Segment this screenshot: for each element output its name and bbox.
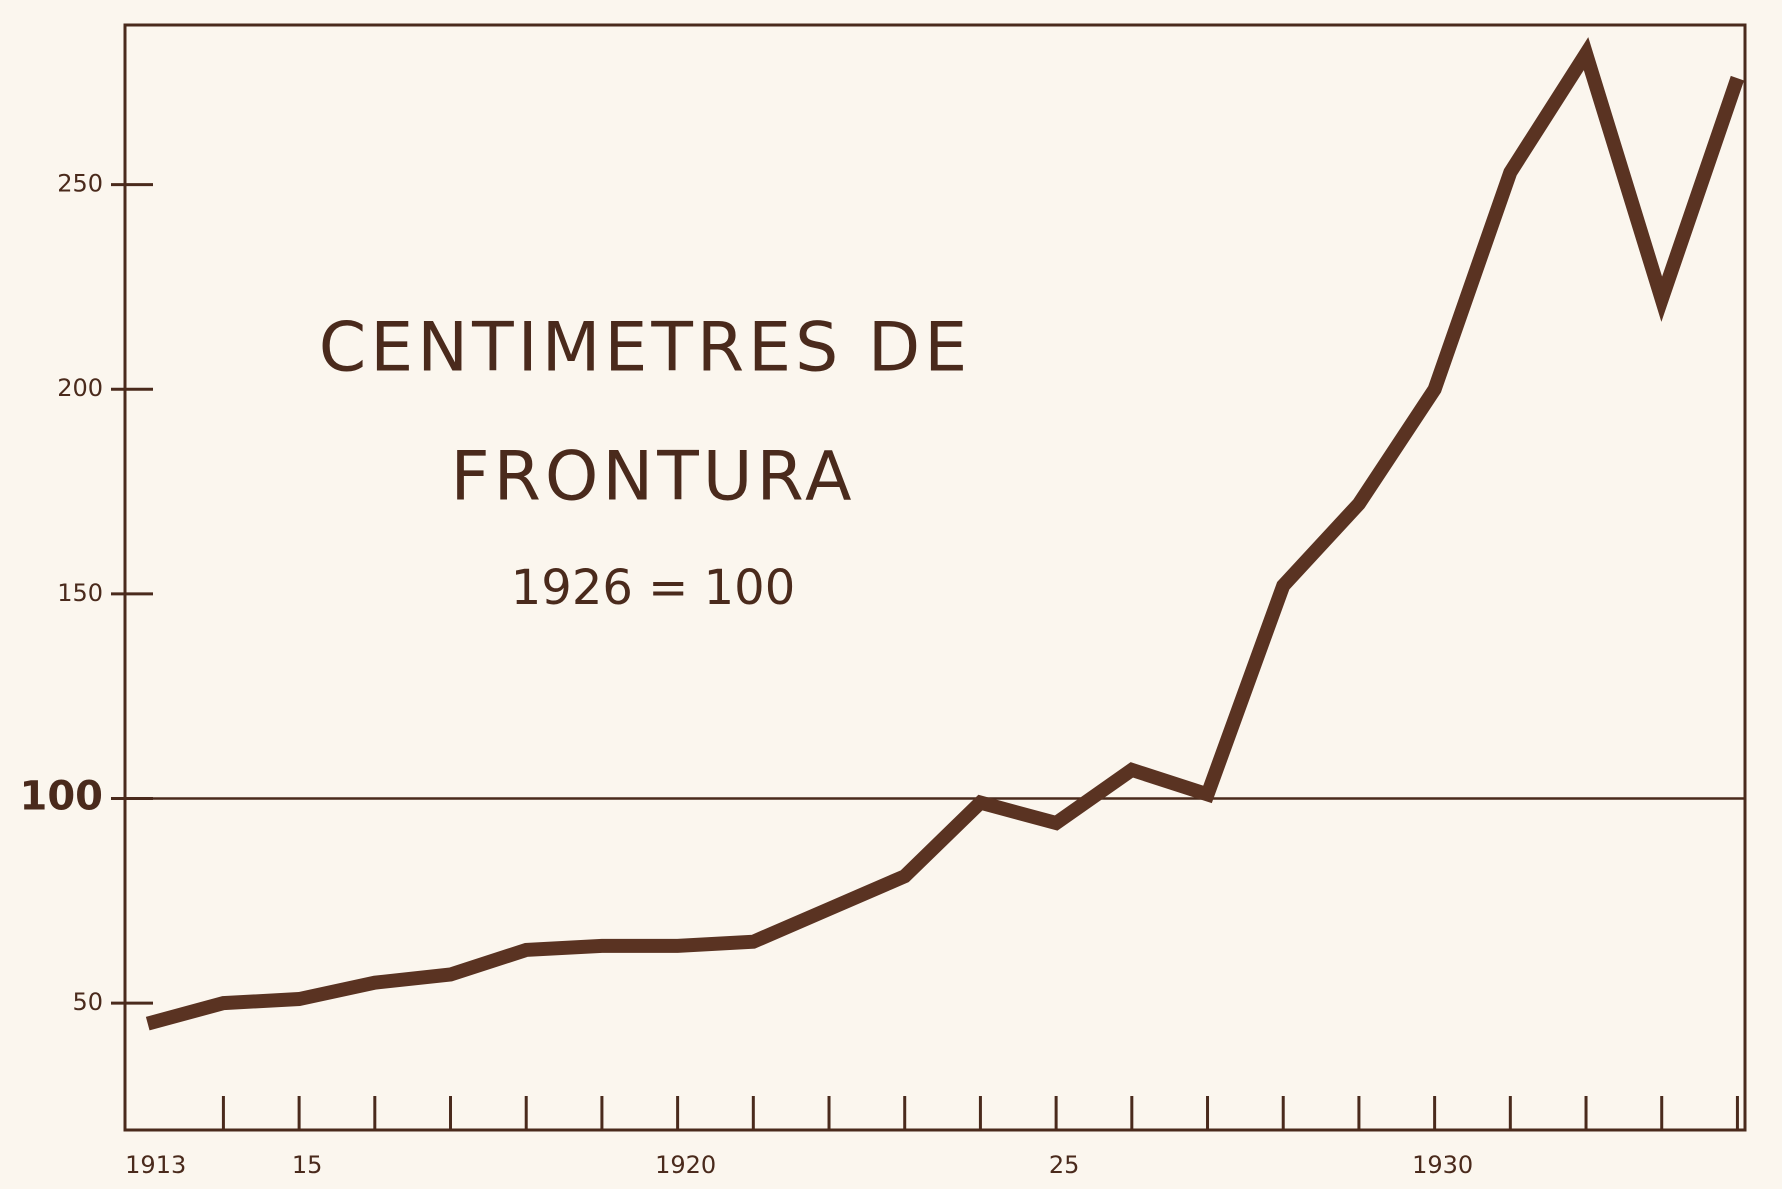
x-tick-label: 15 — [292, 1151, 323, 1179]
chart-title: CENTIMETRES DE — [319, 309, 971, 388]
plot-frame — [123, 23, 1747, 1132]
data-line — [145, 37, 1745, 1031]
y-tick-label: 200 — [57, 374, 103, 402]
x-tick-label: 1920 — [655, 1151, 716, 1179]
chart-subtitle: 1926 = 100 — [511, 560, 796, 616]
x-tick-label: 25 — [1049, 1151, 1080, 1179]
y-tick-label: 250 — [57, 170, 103, 198]
x-tick-label: 1930 — [1412, 1151, 1473, 1179]
x-tick-label: 1913 — [125, 1151, 186, 1179]
y-tick-label: 150 — [57, 579, 103, 607]
chart-title-line: FRONTURA — [450, 438, 855, 517]
y-tick-label: 100 — [20, 774, 104, 820]
y-tick-label: 50 — [72, 988, 103, 1016]
